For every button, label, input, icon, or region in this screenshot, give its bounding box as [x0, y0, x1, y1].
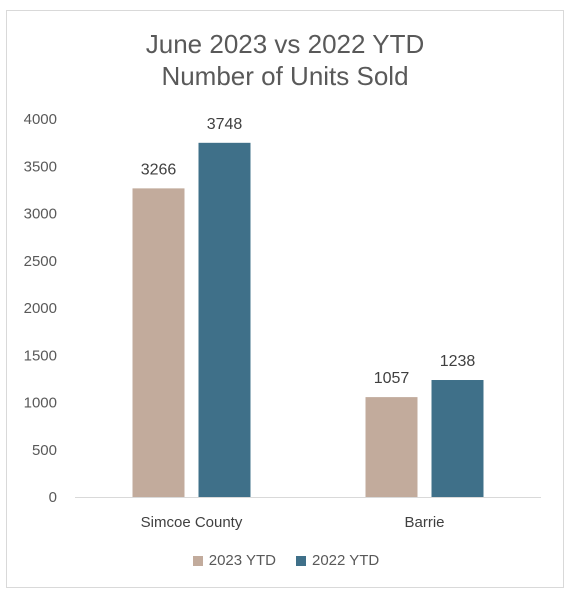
chart-title-line-2: Number of Units Sold — [161, 61, 409, 91]
legend: 2023 YTD 2022 YTD — [0, 552, 572, 569]
legend-label-2022: 2022 YTD — [312, 552, 380, 569]
legend-swatch-2023 — [192, 555, 203, 566]
bar-simcoe-county-2022-ytd — [198, 142, 251, 497]
category-label-barrie: Barrie — [404, 514, 444, 531]
y-tick-label-1000: 1000 — [24, 395, 57, 412]
bar-barrie-2022-ytd — [431, 380, 484, 497]
legend-item-2022: 2022 YTD — [296, 552, 379, 569]
legend-item-2023: 2023 YTD — [192, 552, 276, 569]
y-tick-label-2500: 2500 — [24, 253, 57, 270]
category-label-simcoe-county: Simcoe County — [141, 514, 243, 531]
data-label-simcoe-county-2022-ytd: 3748 — [207, 116, 243, 133]
bar-barrie-2023-ytd — [365, 397, 418, 497]
y-tick-label-3500: 3500 — [24, 158, 57, 175]
y-tick-label-3000: 3000 — [24, 206, 57, 223]
y-tick-label-2000: 2000 — [24, 300, 57, 317]
chart-title-line-1: June 2023 vs 2022 YTD — [145, 29, 425, 59]
y-tick-label-500: 500 — [32, 442, 57, 459]
data-label-barrie-2022-ytd: 1238 — [440, 353, 476, 370]
y-tick-label-0: 0 — [49, 489, 57, 506]
bar-simcoe-county-2023-ytd — [132, 188, 185, 497]
y-tick-label-1500: 1500 — [24, 347, 57, 364]
data-label-barrie-2023-ytd: 1057 — [374, 370, 410, 387]
legend-swatch-2022 — [296, 555, 306, 566]
data-label-simcoe-county-2023-ytd: 3266 — [141, 161, 177, 178]
chart-title: June 2023 vs 2022 YTD Number of Units So… — [6, 28, 564, 92]
y-tick-label-4000: 4000 — [24, 111, 57, 128]
legend-label-2023: 2023 YTD — [208, 552, 276, 569]
